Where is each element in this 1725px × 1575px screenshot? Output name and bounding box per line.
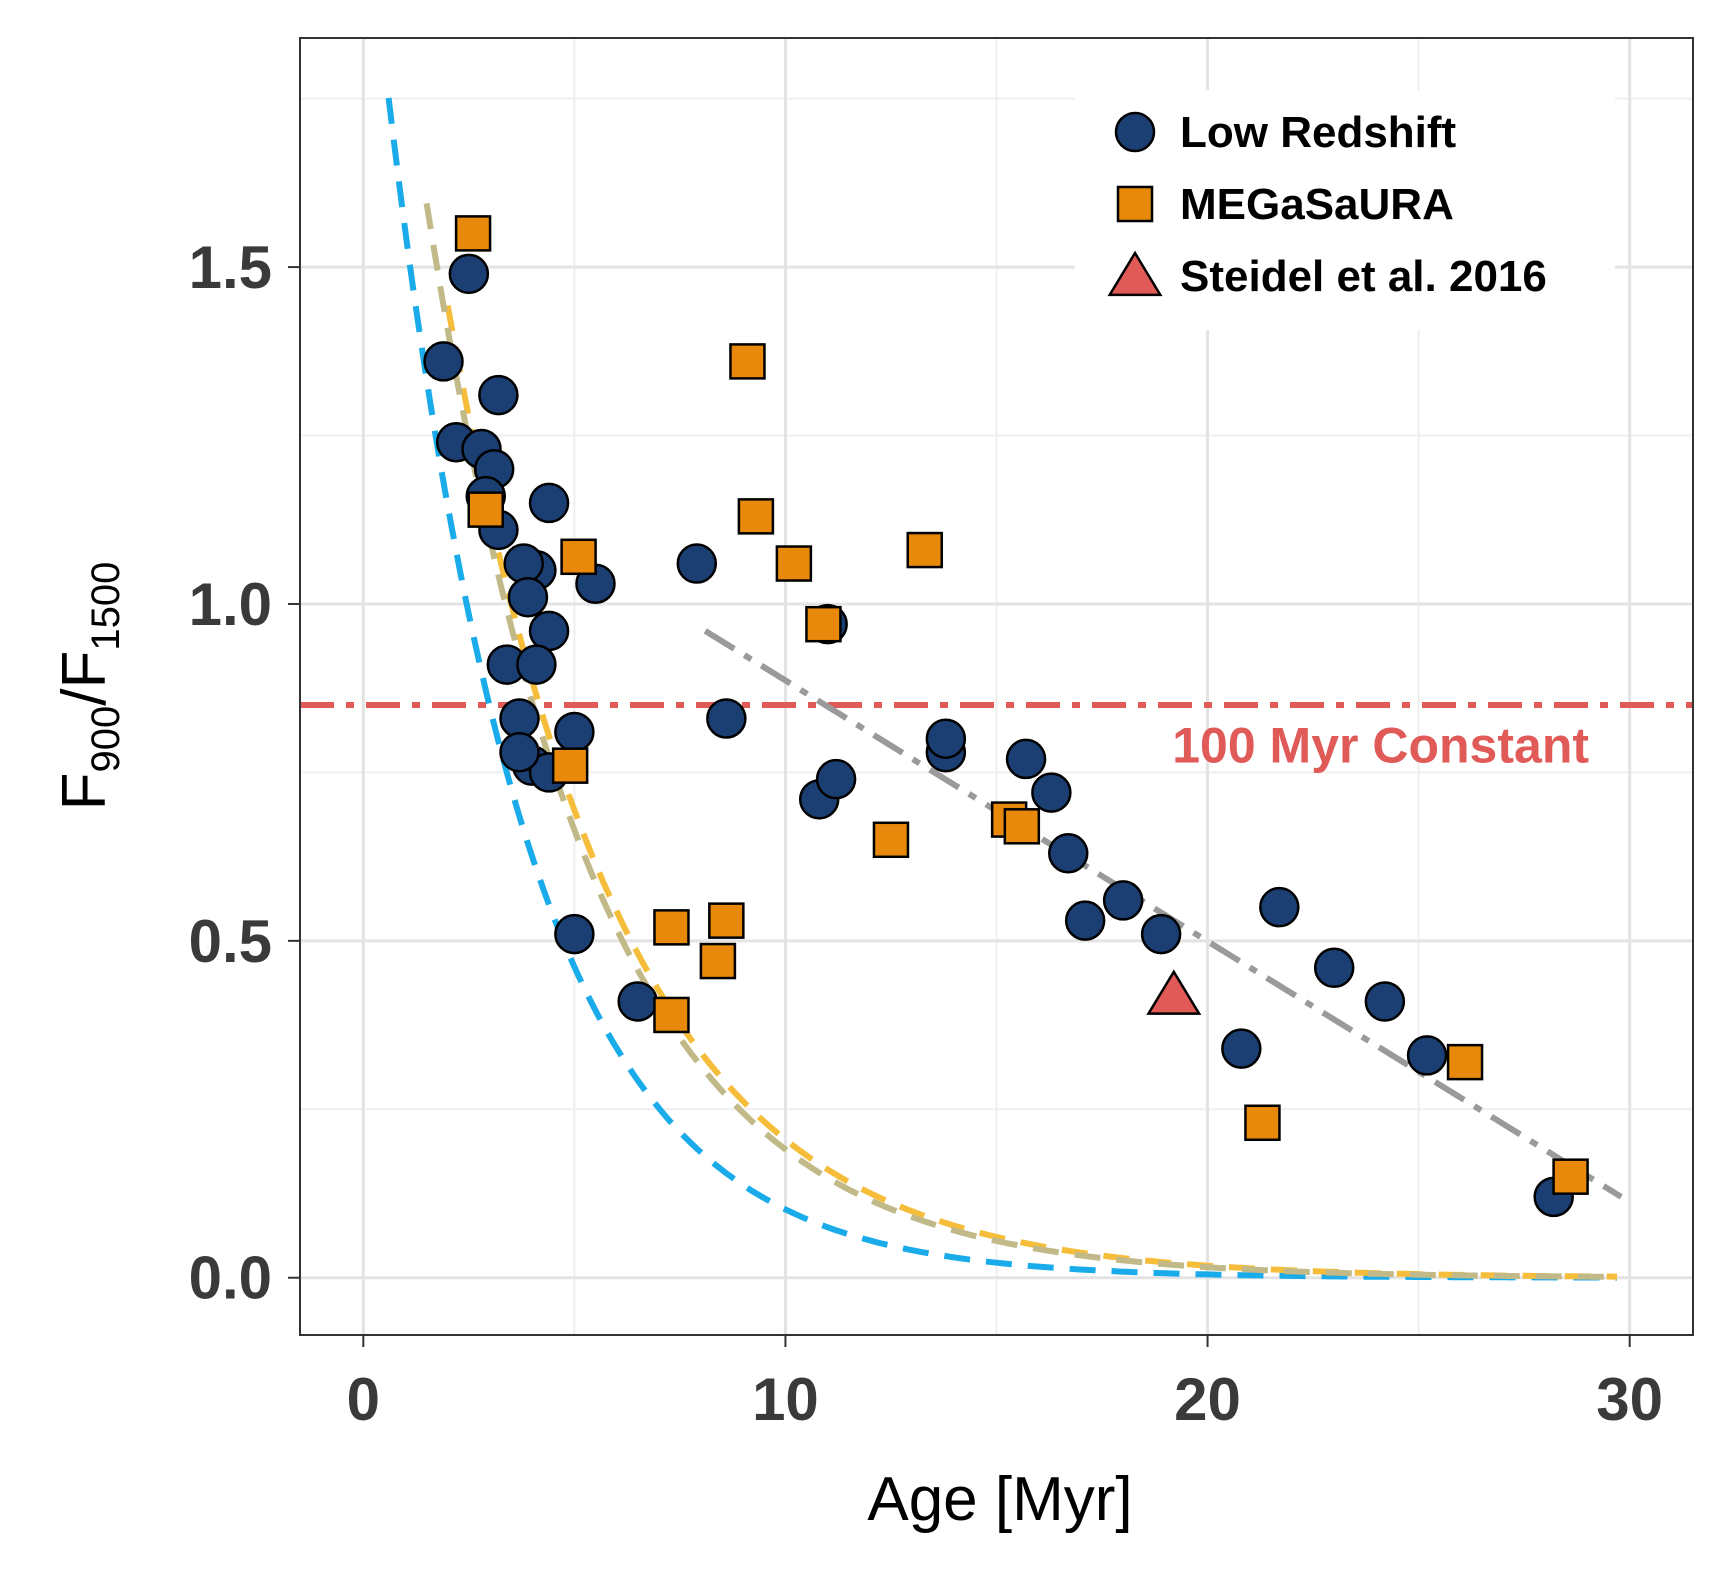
megasaura-point xyxy=(1244,1104,1281,1142)
megasaura-point xyxy=(737,498,775,535)
low-redshift-point xyxy=(1406,1035,1448,1076)
data-points xyxy=(423,215,1589,1218)
low-redshift-point xyxy=(706,698,747,739)
low-redshift-point xyxy=(499,698,540,739)
legend-label: MEGaSaURA xyxy=(1180,180,1454,229)
megasaura-point xyxy=(775,545,813,582)
legend-marker-triangle xyxy=(1107,250,1163,297)
y-tick-label: 1.5 xyxy=(189,234,272,301)
y-label-denominator: F xyxy=(50,651,119,689)
megasaura-point xyxy=(699,942,737,980)
low-redshift-point xyxy=(1364,981,1406,1022)
reference-lines xyxy=(300,628,1693,1200)
low-redshift-point xyxy=(1221,1028,1262,1069)
legend: Low Redshift MEGaSaURA Steidel et al. 2016 xyxy=(1075,90,1615,330)
megasaura-point xyxy=(729,343,766,380)
svg-text:F900/F1500: F900/F1500 xyxy=(50,562,128,811)
megasaura-point xyxy=(1552,1158,1589,1195)
low-redshift-point xyxy=(1259,886,1300,928)
megasaura-point xyxy=(467,491,504,528)
model-curves xyxy=(385,97,1618,1281)
low-redshift-point xyxy=(617,981,658,1022)
low-redshift-point xyxy=(448,253,490,295)
y-tick-label: 0.0 xyxy=(189,1245,272,1312)
low-redshift-point xyxy=(1005,738,1047,780)
axis-ticks: 0 10 20 30 0.0 0.5 1.0 1.5 xyxy=(189,234,1663,1433)
megasaura-point xyxy=(1003,808,1041,845)
legend-marker-circle xyxy=(1114,111,1156,153)
megasaura-point xyxy=(906,531,943,569)
low-redshift-point xyxy=(528,482,570,524)
low-redshift-point xyxy=(1102,880,1144,921)
steidel-point xyxy=(1146,969,1202,1015)
x-tick-label: 30 xyxy=(1596,1366,1663,1433)
megasaura-point xyxy=(551,747,589,784)
low-redshift-point xyxy=(1313,947,1355,989)
low-redshift-point xyxy=(1140,913,1182,955)
low-redshift-point xyxy=(478,374,519,416)
y-axis-label: F900/F1500 xyxy=(50,562,128,811)
megasaura-point xyxy=(805,605,842,643)
x-tick-label: 10 xyxy=(752,1366,819,1433)
megasaura-point xyxy=(560,538,597,576)
low-redshift-point xyxy=(1064,900,1106,941)
low-redshift-point xyxy=(925,718,967,759)
low-redshift-point xyxy=(528,610,570,652)
low-redshift-point xyxy=(499,731,540,773)
low-redshift-point xyxy=(503,543,544,584)
megasaura-point xyxy=(708,902,745,939)
y-label-numerator-subscript: 900 xyxy=(84,706,128,773)
linear-fit-line xyxy=(703,628,1623,1200)
legend-background xyxy=(1075,90,1615,330)
legend-marker-square xyxy=(1116,185,1154,223)
model-curve-khaki xyxy=(423,202,1617,1280)
y-tick-label: 1.0 xyxy=(189,571,272,638)
y-label-denominator-subscript: 1500 xyxy=(84,562,128,651)
low-redshift-point xyxy=(815,758,857,800)
low-redshift-point xyxy=(423,341,464,382)
constant-annotation-label: 100 Myr Constant xyxy=(1172,717,1589,773)
x-tick-label: 20 xyxy=(1174,1366,1241,1433)
low-redshift-point xyxy=(516,644,557,685)
low-redshift-point xyxy=(507,576,549,618)
low-redshift-point xyxy=(554,711,595,753)
x-axis-label: Age [Myr] xyxy=(867,1465,1132,1534)
plot-panel-border xyxy=(299,37,1694,1336)
legend-label: Steidel et al. 2016 xyxy=(1180,252,1547,301)
low-redshift-point xyxy=(676,543,718,584)
x-tick-label: 0 xyxy=(347,1366,380,1433)
megasaura-point xyxy=(1446,1043,1484,1081)
megasaura-point xyxy=(454,215,492,252)
low-redshift-point xyxy=(554,913,595,955)
megasaura-point xyxy=(653,909,690,946)
low-redshift-point xyxy=(1031,772,1072,813)
y-tick-label: 0.5 xyxy=(189,908,272,975)
megasaura-point xyxy=(653,996,690,1034)
y-label-slash: / xyxy=(50,688,119,706)
legend-label: Low Redshift xyxy=(1180,108,1457,157)
megasaura-point xyxy=(872,821,910,859)
low-redshift-point xyxy=(1048,833,1089,874)
y-label-numerator: F xyxy=(50,772,119,810)
